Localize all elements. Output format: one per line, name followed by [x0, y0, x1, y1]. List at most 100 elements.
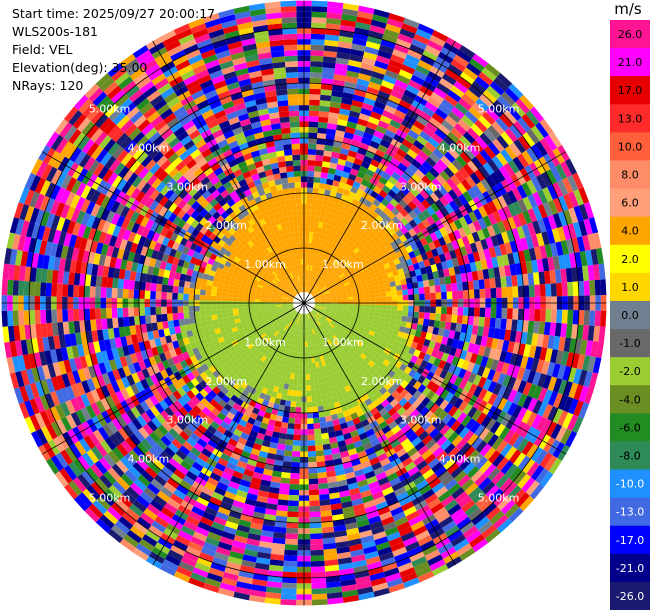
velocity-gate — [494, 318, 502, 329]
velocity-gate — [521, 368, 531, 382]
velocity-gate — [364, 46, 379, 56]
velocity-gate — [385, 267, 393, 274]
velocity-gate — [485, 484, 500, 499]
velocity-gate — [332, 84, 345, 93]
velocity-gate — [318, 292, 324, 296]
velocity-gate — [313, 328, 317, 335]
velocity-gate — [306, 275, 310, 282]
velocity-gate — [319, 308, 325, 312]
velocity-gate — [261, 474, 272, 482]
velocity-gate — [320, 316, 326, 321]
velocity-gate — [210, 295, 217, 301]
velocity-gate — [318, 309, 325, 313]
velocity-gate — [199, 289, 206, 296]
velocity-gate — [259, 484, 270, 493]
velocity-gate — [536, 416, 548, 432]
velocity-gate — [306, 204, 312, 210]
velocity-gate — [266, 389, 273, 397]
velocity-gate — [334, 267, 340, 273]
velocity-gate — [387, 386, 396, 395]
velocity-gate — [282, 348, 288, 355]
velocity-gate — [308, 324, 311, 331]
velocity-gate — [309, 259, 313, 266]
velocity-gate — [588, 372, 599, 389]
velocity-gate — [530, 125, 545, 142]
velocity-gate — [571, 267, 579, 282]
velocity-gate — [236, 460, 248, 469]
velocity-gate — [507, 159, 520, 174]
velocity-gate — [318, 262, 323, 269]
velocity-gate — [291, 334, 295, 340]
velocity-gate — [342, 92, 355, 100]
velocity-gate — [384, 429, 395, 439]
velocity-gate — [527, 208, 538, 223]
velocity-gate — [326, 592, 343, 600]
velocity-gate — [348, 59, 362, 68]
velocity-gate — [275, 392, 283, 400]
velocity-gate — [166, 292, 173, 300]
velocity-gate — [413, 293, 420, 301]
velocity-gate — [162, 276, 169, 286]
velocity-gate — [310, 270, 314, 277]
velocity-gate — [527, 194, 538, 209]
velocity-gate — [473, 289, 480, 299]
velocity-gate — [310, 384, 316, 391]
velocity-gate — [306, 412, 314, 419]
velocity-gate — [314, 304, 321, 307]
velocity-gate — [194, 562, 211, 573]
velocity-gate — [532, 385, 543, 400]
velocity-gate — [289, 406, 296, 413]
velocity-gate — [397, 331, 405, 338]
velocity-gate — [407, 163, 419, 174]
velocity-gate — [299, 330, 302, 336]
velocity-gate — [365, 252, 372, 260]
velocity-gate — [486, 506, 501, 521]
velocity-gate — [273, 426, 281, 433]
velocity-gate — [304, 324, 307, 331]
velocity-gate — [388, 420, 398, 430]
velocity-gate — [350, 105, 362, 114]
velocity-gate — [360, 160, 371, 169]
velocity-gate — [318, 411, 326, 418]
velocity-gate — [368, 231, 376, 239]
velocity-gate — [505, 275, 513, 288]
velocity-gate — [331, 300, 337, 303]
velocity-gate — [550, 423, 563, 440]
velocity-gate — [264, 508, 277, 516]
velocity-gate — [423, 410, 434, 421]
velocity-gate — [317, 290, 323, 295]
velocity-gate — [342, 321, 349, 327]
velocity-gate — [321, 526, 335, 534]
velocity-gate — [312, 292, 318, 297]
velocity-gate — [324, 292, 330, 296]
velocity-gate — [344, 414, 353, 423]
velocity-gate — [536, 333, 544, 348]
velocity-gate — [288, 412, 296, 419]
velocity-gate — [346, 70, 360, 79]
velocity-gate — [560, 323, 568, 338]
velocity-gate — [318, 361, 323, 368]
velocity-gate — [210, 309, 217, 316]
velocity-gate — [347, 364, 355, 371]
velocity-gate — [329, 278, 335, 283]
velocity-gate — [436, 350, 444, 360]
velocity-gate — [314, 306, 320, 310]
velocity-gate — [309, 312, 314, 318]
velocity-gate — [313, 226, 319, 233]
velocity-gate — [283, 366, 289, 373]
velocity-gate — [306, 286, 308, 293]
velocity-gate — [235, 529, 249, 539]
velocity-gate — [351, 43, 366, 52]
velocity-gate — [416, 393, 427, 404]
velocity-gate — [402, 332, 410, 340]
velocity-gate — [458, 400, 469, 413]
velocity-gate — [522, 132, 536, 148]
velocity-gate — [583, 218, 593, 235]
velocity-gate — [252, 471, 263, 480]
velocity-gate — [322, 234, 328, 241]
velocity-gate — [370, 438, 381, 447]
velocity-gate — [313, 266, 317, 272]
velocity-gate — [260, 299, 266, 302]
velocity-gate — [362, 340, 370, 347]
velocity-gate — [312, 309, 318, 314]
